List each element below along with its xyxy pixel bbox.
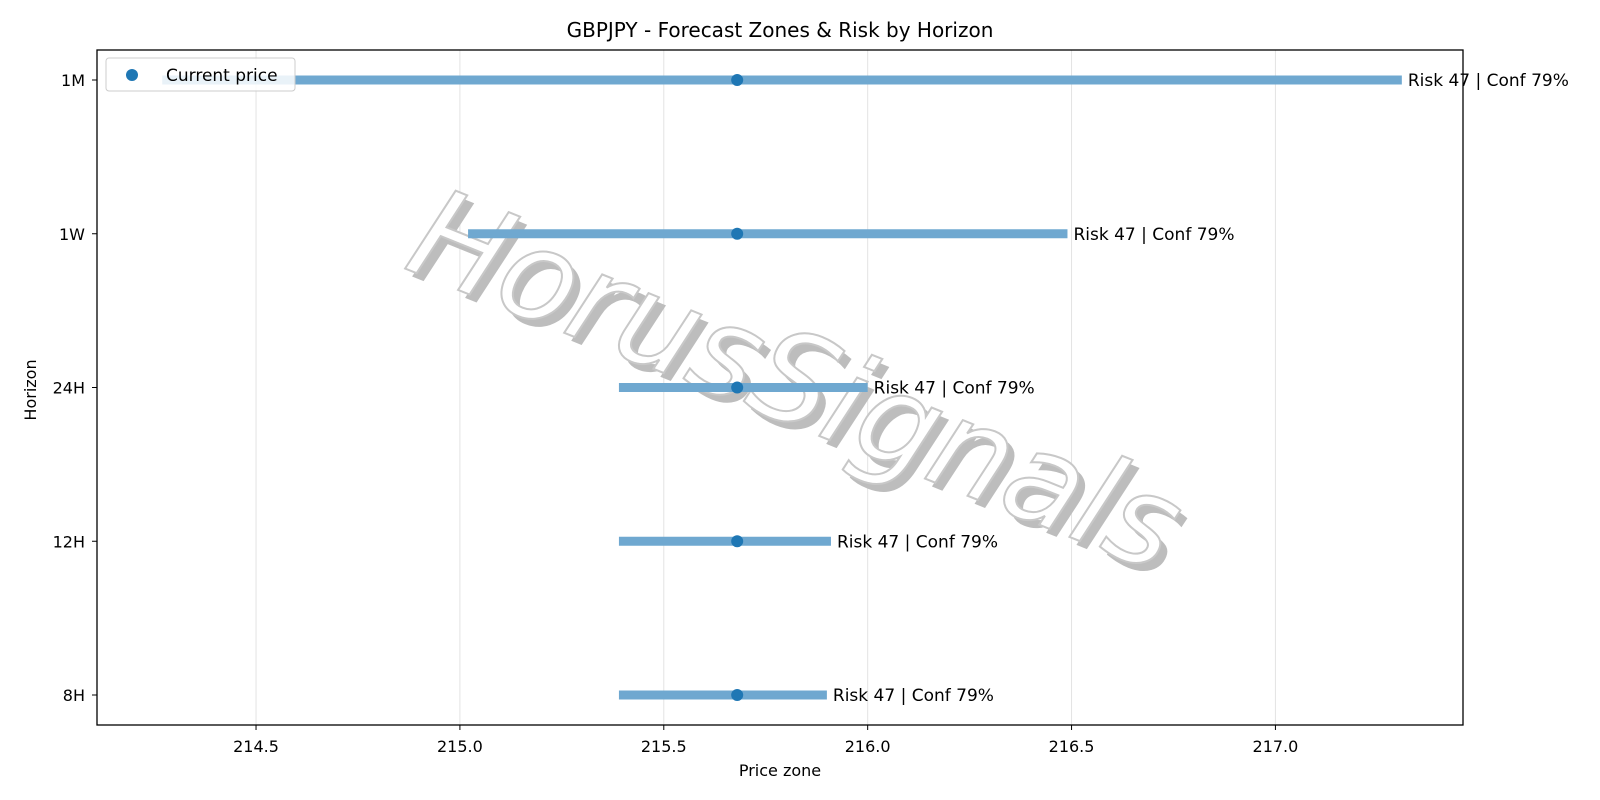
range-bars [162, 75, 1402, 700]
y-axis-ticks: 1M 1W 24H 12H 8H [53, 71, 97, 705]
legend-label: Current price [166, 66, 278, 86]
x-tick-label: 214.5 [233, 737, 279, 756]
annotation-1m: Risk 47 | Conf 79% [1408, 71, 1569, 91]
y-tick-label: 8H [63, 686, 85, 705]
annotation-12h: Risk 47 | Conf 79% [837, 532, 998, 552]
current-price-point-1m [731, 74, 744, 86]
y-tick-label: 12H [53, 532, 85, 551]
current-price-points [731, 74, 744, 701]
annotation-24h: Risk 47 | Conf 79% [874, 379, 1035, 399]
current-price-point-8h [731, 689, 744, 701]
x-tick-label: 215.0 [437, 737, 483, 756]
legend: Current price [105, 57, 296, 92]
y-tick-label: 24H [53, 379, 85, 398]
annotations: Risk 47 | Conf 79% Risk 47 | Conf 79% Risk… [833, 71, 1569, 706]
annotation-1w: Risk 47 | Conf 79% [1073, 225, 1234, 245]
current-price-point-12h [731, 535, 744, 548]
y-axis-label: Horizon [21, 359, 40, 420]
x-tick-label: 216.5 [1049, 737, 1095, 756]
x-tick-label: 215.5 [641, 737, 687, 756]
y-tick-label: 1W [59, 225, 85, 244]
current-price-point-24h [731, 381, 744, 394]
annotation-8h: Risk 47 | Conf 79% [833, 686, 994, 706]
x-tick-label: 217.0 [1253, 737, 1299, 756]
y-tick-label: 1M [61, 71, 85, 90]
legend-marker [126, 69, 138, 81]
chart-title: GBPJPY - Forecast Zones & Risk by Horizo… [567, 18, 994, 42]
x-axis-label: Price zone [739, 761, 821, 780]
x-tick-label: 216.0 [845, 737, 891, 756]
current-price-point-1w [731, 227, 744, 240]
legend-box [105, 57, 296, 92]
x-axis-ticks: 214.5 215.0 215.5 216.0 216.5 217.0 [233, 725, 1298, 756]
